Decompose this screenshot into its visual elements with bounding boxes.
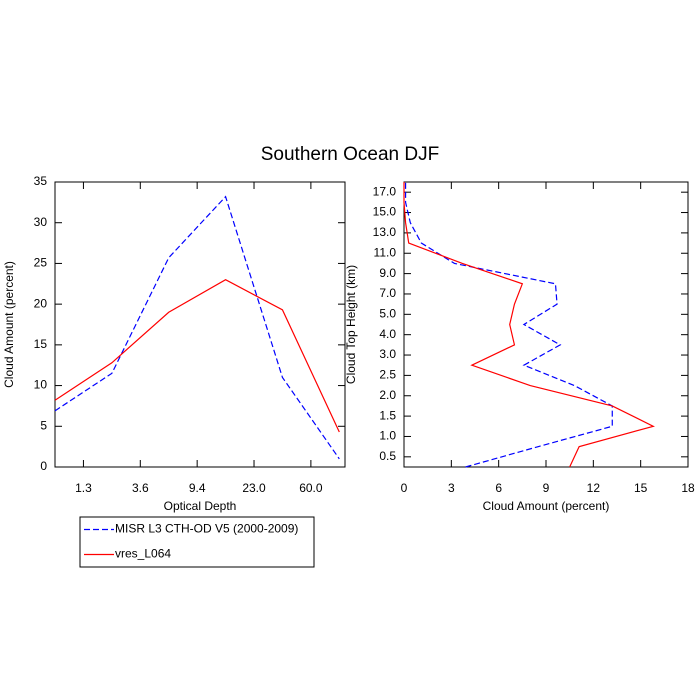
- y-tick-label: 10: [34, 378, 48, 392]
- y-tick-label: 0: [40, 459, 47, 473]
- y-axis-label: Cloud Amount (percent): [2, 261, 16, 388]
- y-tick-label: 11.0: [374, 245, 397, 259]
- plot-frame: [54, 181, 346, 468]
- y-tick-label: 3.0: [379, 347, 396, 361]
- y-tick-label: 13.0: [373, 225, 397, 239]
- y-tick-label: 1.5: [379, 408, 396, 422]
- legend-label: vres_L064: [115, 547, 171, 561]
- x-tick-label: 6: [495, 481, 502, 495]
- x-tick-label: 15: [634, 481, 648, 495]
- y-tick-label: 30: [34, 215, 48, 229]
- x-axis-label: Cloud Amount (percent): [483, 499, 610, 513]
- figure-title: Southern Ocean DJF: [261, 144, 439, 165]
- legend-label: MISR L3 CTH-OD V5 (2000-2009): [115, 522, 298, 536]
- x-tick-label: 3: [448, 481, 455, 495]
- x-tick-label: 60.0: [299, 481, 323, 495]
- y-tick-label: 25: [34, 256, 48, 270]
- x-axis-label: Optical Depth: [164, 499, 237, 513]
- y-tick-label: 1.0: [379, 429, 396, 443]
- x-tick-label: 1.3: [75, 481, 92, 495]
- legend-box: [79, 516, 315, 568]
- x-tick-label: 12: [587, 481, 601, 495]
- series-line: [54, 195, 340, 460]
- y-tick-label: 2.0: [379, 388, 396, 402]
- y-axis-label: Cloud Top Height (km): [344, 265, 358, 384]
- series-line: [403, 182, 655, 468]
- y-tick-label: 7.0: [379, 286, 396, 300]
- y-tick-label: 20: [34, 296, 48, 310]
- y-tick-label: 5.0: [379, 306, 396, 320]
- y-tick-label: 9.0: [379, 266, 396, 280]
- x-tick-label: 23.0: [242, 481, 266, 495]
- y-tick-label: 17.0: [373, 184, 397, 198]
- x-tick-label: 18: [681, 481, 695, 495]
- x-tick-label: 9.4: [189, 481, 206, 495]
- y-tick-label: 5: [40, 418, 47, 432]
- series-line: [54, 279, 340, 433]
- y-tick-label: 15: [34, 337, 48, 351]
- y-tick-label: 0.5: [379, 449, 396, 463]
- y-tick-label: 15.0: [373, 205, 397, 219]
- x-tick-label: 0: [401, 481, 408, 495]
- x-tick-label: 3.6: [132, 481, 149, 495]
- y-tick-label: 2.5: [379, 368, 396, 382]
- x-tick-label: 9: [543, 481, 550, 495]
- series-line: [404, 182, 613, 468]
- y-tick-label: 35: [34, 174, 48, 188]
- y-tick-label: 4.0: [379, 327, 396, 341]
